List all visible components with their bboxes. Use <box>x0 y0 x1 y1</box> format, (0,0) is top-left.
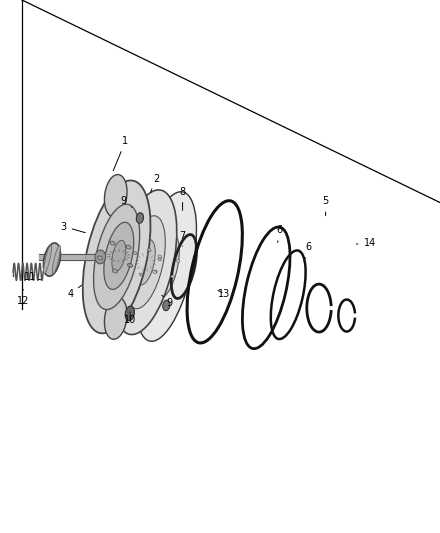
Text: 9: 9 <box>162 295 172 308</box>
Ellipse shape <box>171 275 175 278</box>
Text: 12: 12 <box>17 289 29 305</box>
Text: 2: 2 <box>150 174 159 192</box>
Ellipse shape <box>83 181 150 333</box>
Text: 6: 6 <box>277 225 283 243</box>
Ellipse shape <box>44 243 60 276</box>
Ellipse shape <box>95 250 106 264</box>
Ellipse shape <box>126 245 131 249</box>
Ellipse shape <box>104 297 127 340</box>
Text: 9: 9 <box>120 196 132 207</box>
Text: 6: 6 <box>305 243 311 259</box>
Ellipse shape <box>114 190 177 335</box>
Ellipse shape <box>104 222 134 289</box>
Text: 10: 10 <box>124 312 136 325</box>
Ellipse shape <box>110 241 115 245</box>
Ellipse shape <box>136 192 197 341</box>
Ellipse shape <box>98 256 103 260</box>
Text: 7: 7 <box>180 231 186 246</box>
Text: 3: 3 <box>61 222 85 233</box>
Ellipse shape <box>158 255 162 258</box>
Text: 11: 11 <box>24 272 41 282</box>
Ellipse shape <box>158 258 161 261</box>
Ellipse shape <box>129 264 132 266</box>
Ellipse shape <box>176 260 180 262</box>
Ellipse shape <box>52 245 60 274</box>
Ellipse shape <box>136 213 143 223</box>
Text: 1: 1 <box>113 136 128 171</box>
Ellipse shape <box>112 269 117 273</box>
Ellipse shape <box>154 235 179 298</box>
Text: 14: 14 <box>356 238 376 247</box>
Ellipse shape <box>125 306 134 321</box>
Ellipse shape <box>163 300 170 311</box>
Ellipse shape <box>135 239 155 285</box>
Ellipse shape <box>104 174 127 217</box>
Ellipse shape <box>128 263 132 267</box>
Text: 5: 5 <box>323 197 329 216</box>
Ellipse shape <box>112 240 126 271</box>
Text: 13: 13 <box>218 289 231 299</box>
Text: 4: 4 <box>67 285 81 299</box>
Ellipse shape <box>139 273 143 276</box>
Text: 8: 8 <box>180 187 186 211</box>
Ellipse shape <box>94 204 139 310</box>
Ellipse shape <box>133 252 136 254</box>
Ellipse shape <box>147 248 151 252</box>
Ellipse shape <box>154 270 157 273</box>
Ellipse shape <box>44 245 51 274</box>
Ellipse shape <box>153 271 157 273</box>
Ellipse shape <box>125 216 165 309</box>
